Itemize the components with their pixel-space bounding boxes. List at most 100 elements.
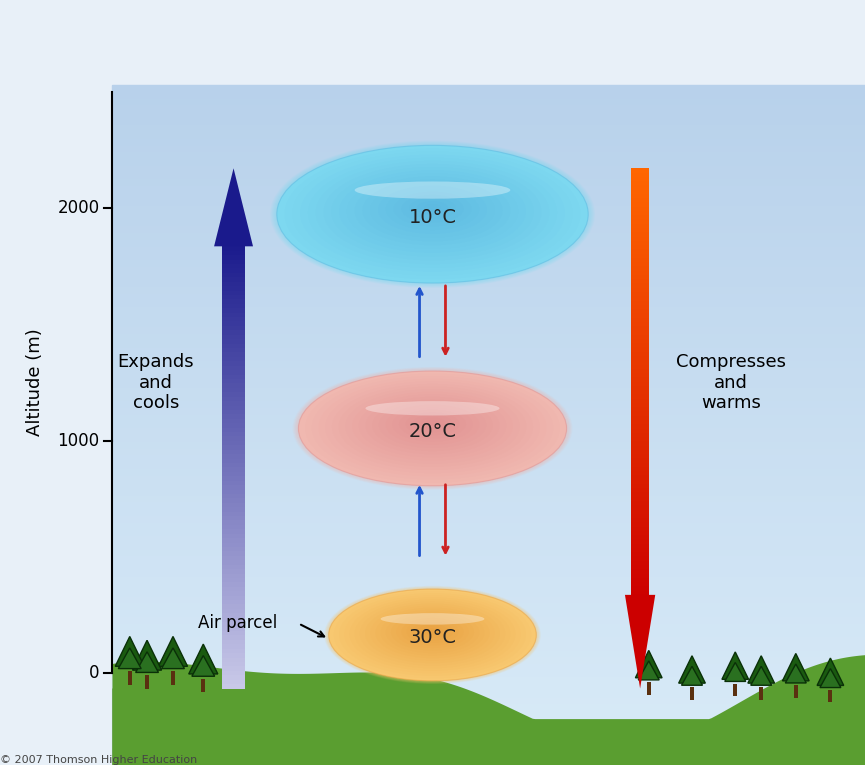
Ellipse shape	[344, 595, 521, 673]
Bar	[112, 570, 865, 577]
Bar	[112, 186, 865, 193]
Bar	[112, 684, 865, 691]
Ellipse shape	[292, 367, 573, 490]
Ellipse shape	[427, 628, 438, 633]
Bar	[631, 518, 649, 522]
Ellipse shape	[311, 376, 554, 480]
Bar	[221, 622, 246, 627]
Ellipse shape	[355, 181, 510, 199]
Bar	[631, 501, 649, 506]
Bar	[631, 215, 649, 220]
Bar	[221, 392, 246, 397]
Bar	[631, 292, 649, 296]
Polygon shape	[638, 661, 659, 680]
Bar	[112, 590, 865, 597]
Bar	[221, 587, 246, 591]
Bar	[221, 684, 246, 688]
Bar	[221, 494, 246, 498]
Bar	[631, 284, 649, 288]
Ellipse shape	[332, 384, 533, 470]
Bar	[221, 251, 246, 256]
Ellipse shape	[401, 195, 464, 223]
Ellipse shape	[273, 142, 592, 286]
Bar	[631, 509, 649, 514]
Bar	[112, 287, 865, 294]
Ellipse shape	[394, 192, 471, 226]
Bar	[631, 496, 649, 501]
Bar	[631, 536, 649, 539]
Bar	[221, 556, 246, 560]
Bar	[631, 526, 649, 531]
Ellipse shape	[386, 189, 479, 230]
Ellipse shape	[417, 201, 448, 215]
Ellipse shape	[386, 612, 479, 653]
Bar	[631, 415, 649, 420]
Ellipse shape	[327, 588, 538, 682]
Bar	[631, 203, 649, 207]
Bar	[112, 617, 865, 623]
Bar	[221, 666, 246, 671]
Bar	[221, 286, 246, 291]
Bar	[112, 179, 865, 186]
Bar	[631, 548, 649, 552]
Text: Compresses
and
warms: Compresses and warms	[676, 353, 786, 412]
Bar	[112, 671, 865, 678]
Bar	[631, 207, 649, 211]
Ellipse shape	[274, 143, 591, 285]
Bar	[221, 356, 246, 361]
Bar	[112, 469, 865, 476]
Bar	[112, 145, 865, 152]
Bar	[647, 682, 650, 695]
Bar	[221, 644, 246, 649]
Bar	[221, 330, 246, 335]
Bar	[221, 428, 246, 432]
Bar	[221, 525, 246, 529]
Bar	[631, 544, 649, 548]
Bar	[631, 591, 649, 595]
Bar	[221, 503, 246, 507]
Bar	[631, 386, 649, 390]
Bar	[221, 498, 246, 503]
Bar	[631, 390, 649, 395]
Bar	[221, 640, 246, 644]
Bar	[112, 226, 865, 233]
Bar	[221, 542, 246, 547]
Bar	[221, 596, 246, 600]
Bar	[221, 600, 246, 604]
Bar	[202, 679, 205, 692]
Polygon shape	[136, 652, 158, 672]
Bar	[631, 403, 649, 407]
Bar	[221, 291, 246, 295]
Bar	[631, 233, 649, 236]
Bar	[631, 241, 649, 245]
Bar	[112, 556, 865, 563]
Bar	[221, 627, 246, 631]
Bar	[631, 262, 649, 266]
Ellipse shape	[285, 148, 580, 279]
Bar	[112, 731, 865, 738]
Bar	[112, 583, 865, 590]
Bar	[112, 516, 865, 522]
Ellipse shape	[409, 198, 456, 219]
Polygon shape	[115, 636, 144, 666]
Bar	[221, 418, 246, 423]
Ellipse shape	[296, 369, 569, 487]
Bar	[112, 409, 865, 415]
Bar	[112, 577, 865, 583]
Bar	[631, 565, 649, 569]
Bar	[221, 569, 246, 574]
Bar	[112, 112, 865, 119]
Bar	[221, 326, 246, 330]
Bar	[112, 321, 865, 327]
Bar	[221, 679, 246, 684]
Ellipse shape	[277, 145, 588, 283]
Bar	[112, 462, 865, 469]
Bar	[221, 609, 246, 614]
Bar	[112, 745, 865, 751]
Bar	[112, 220, 865, 226]
Bar	[631, 228, 649, 233]
Ellipse shape	[272, 142, 593, 287]
Bar	[112, 233, 865, 240]
Polygon shape	[783, 653, 809, 681]
Text: 2000: 2000	[57, 199, 99, 217]
